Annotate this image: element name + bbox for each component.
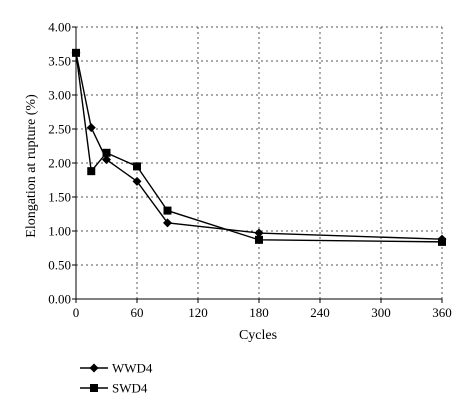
legend: WWD4 SWD4 xyxy=(80,361,153,396)
x-tick-label: 360 xyxy=(432,305,452,320)
data-point xyxy=(254,228,264,238)
x-tick-label: 300 xyxy=(371,305,391,320)
y-tick-label: 1.50 xyxy=(48,190,71,205)
legend-marker xyxy=(89,363,99,373)
y-tick-label: 3.00 xyxy=(48,88,71,103)
data-point xyxy=(163,206,172,215)
y-tick-label: 4.00 xyxy=(48,20,71,35)
series-line xyxy=(75,52,443,240)
legend-item-swd4: SWD4 xyxy=(80,381,148,396)
tick-labels: 0.00 0.50 1.00 1.50 2.00 2.50 3.00 3.50 4.00 0 60 1… xyxy=(48,20,452,321)
data-point xyxy=(255,235,263,244)
data-point xyxy=(132,176,142,186)
axes xyxy=(72,26,443,303)
y-tick-label: 0.50 xyxy=(48,258,71,273)
data-point xyxy=(86,123,96,133)
x-tick-label: 0 xyxy=(73,305,80,320)
data-point xyxy=(87,167,96,176)
y-tick-label: 1.00 xyxy=(48,224,71,239)
data-point xyxy=(438,237,446,246)
data-point xyxy=(102,155,111,165)
legend-marker xyxy=(90,384,98,392)
y-tick-label: 0.00 xyxy=(48,292,71,307)
data-point xyxy=(102,148,111,157)
data-point xyxy=(133,162,141,171)
legend-label: SWD4 xyxy=(112,381,148,396)
data-point xyxy=(163,218,172,228)
series-swd4 xyxy=(72,48,446,246)
data-point xyxy=(72,48,80,57)
legend-label: WWD4 xyxy=(112,361,153,376)
y-tick-label: 2.00 xyxy=(48,156,71,171)
x-tick-label: 60 xyxy=(131,305,144,320)
legend-item-wwd4: WWD4 xyxy=(80,361,153,376)
x-tick-label: 240 xyxy=(310,305,330,320)
y-axis-title: Elongation at rupture (%) xyxy=(24,94,39,238)
y-tick-label: 3.50 xyxy=(48,54,71,69)
x-axis-title: Cycles xyxy=(239,328,277,343)
x-tick-label: 120 xyxy=(188,305,208,320)
series xyxy=(71,48,447,246)
y-tick-label: 2.50 xyxy=(48,122,71,137)
x-tick-label: 180 xyxy=(249,305,269,320)
